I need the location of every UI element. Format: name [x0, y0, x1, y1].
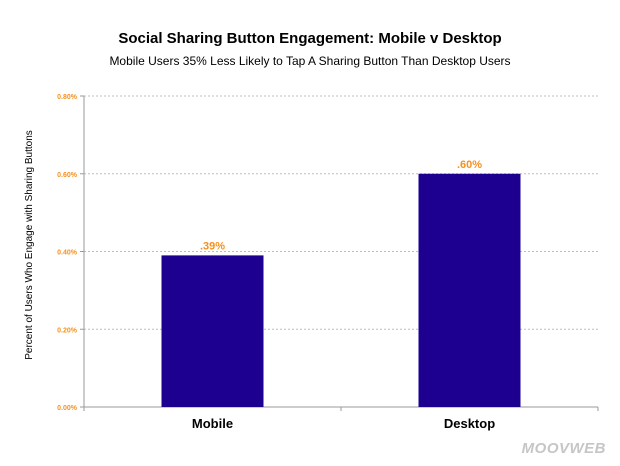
- bar-desktop: [418, 173, 521, 407]
- data-label: .39%: [200, 240, 225, 252]
- x-tick-label: Mobile: [192, 416, 233, 431]
- chart-title: Social Sharing Button Engagement: Mobile…: [118, 30, 502, 47]
- x-tick-label: Desktop: [444, 416, 495, 431]
- y-tick-label: 0.40%: [57, 250, 78, 257]
- gridlines: [84, 95, 598, 330]
- data-label: .60%: [457, 159, 482, 171]
- chart-subtitle: Mobile Users 35% Less Likely to Tap A Sh…: [109, 54, 511, 68]
- y-tick-label: 0.80%: [57, 94, 78, 101]
- bars: [161, 173, 521, 407]
- y-tick-label: 0.60%: [57, 172, 78, 179]
- labels: 0.00% 0.20% 0.40% 0.60% 0.80% .39% Mobile .60% D…: [57, 94, 495, 431]
- y-axis-label: Percent of Users Who Engage with Sharing…: [24, 130, 35, 360]
- y-tick-label: 0.00%: [57, 405, 78, 412]
- bar-mobile: [161, 255, 264, 407]
- moovweb-watermark: MOOVWEB: [521, 440, 606, 457]
- y-tick-label: 0.20%: [57, 327, 78, 334]
